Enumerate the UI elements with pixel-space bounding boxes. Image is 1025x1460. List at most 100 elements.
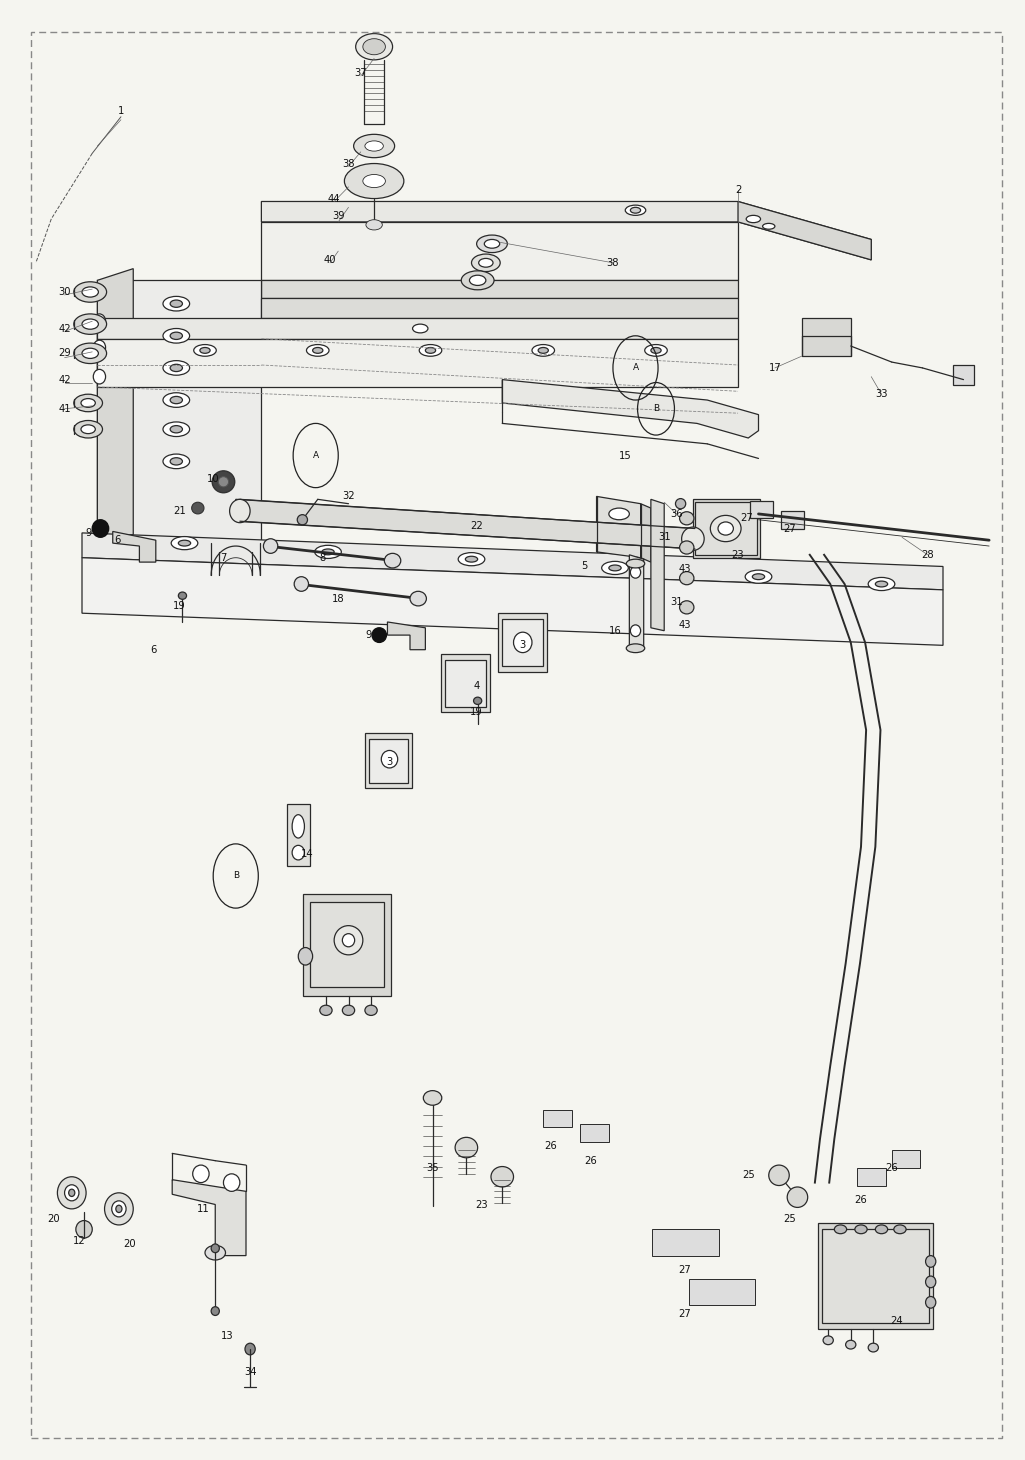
Ellipse shape [532,345,555,356]
Ellipse shape [718,521,733,536]
Bar [822,1229,929,1323]
Ellipse shape [263,539,278,553]
Bar [693,499,760,558]
Ellipse shape [538,347,548,353]
Polygon shape [261,222,738,280]
Text: 30: 30 [58,288,71,296]
Bar [543,1110,572,1127]
Polygon shape [261,298,738,318]
Ellipse shape [178,540,191,546]
Bar [750,501,773,518]
Ellipse shape [626,559,645,568]
Ellipse shape [74,343,107,364]
Ellipse shape [192,502,204,514]
Ellipse shape [630,207,641,213]
Text: 44: 44 [328,194,340,203]
Text: 32: 32 [342,492,355,501]
Ellipse shape [82,349,98,358]
Text: 33: 33 [875,390,888,399]
Text: 24: 24 [891,1317,903,1326]
Ellipse shape [423,1091,442,1105]
Text: B: B [653,404,659,413]
Ellipse shape [356,34,393,60]
Polygon shape [387,622,425,650]
Ellipse shape [313,347,323,353]
Ellipse shape [651,347,661,353]
Ellipse shape [855,1225,867,1234]
Ellipse shape [926,1276,936,1288]
Ellipse shape [834,1225,847,1234]
Polygon shape [261,280,738,298]
Polygon shape [641,504,651,562]
Polygon shape [172,1180,246,1256]
Text: 22: 22 [470,521,483,530]
Bar [695,502,757,555]
Ellipse shape [81,425,95,434]
Ellipse shape [245,1343,255,1355]
Ellipse shape [170,457,182,464]
Ellipse shape [823,1336,833,1345]
Ellipse shape [363,175,385,187]
Text: 16: 16 [609,626,621,635]
Ellipse shape [212,470,235,493]
Polygon shape [97,339,738,387]
Text: 19: 19 [470,708,483,717]
Ellipse shape [211,1244,219,1253]
Text: 25: 25 [742,1171,754,1180]
Ellipse shape [425,347,436,353]
Ellipse shape [680,511,694,526]
Polygon shape [97,280,261,546]
Ellipse shape [65,1186,79,1200]
Ellipse shape [461,272,494,289]
Ellipse shape [297,514,308,526]
Bar [287,804,310,866]
Ellipse shape [675,498,686,508]
Ellipse shape [602,561,628,575]
Ellipse shape [342,1004,355,1016]
Ellipse shape [366,220,382,229]
Ellipse shape [419,345,442,356]
Ellipse shape [868,1343,878,1352]
Polygon shape [651,499,664,631]
Text: A: A [313,451,319,460]
Bar [953,365,974,385]
Text: 9: 9 [85,529,91,537]
Polygon shape [113,531,156,562]
Ellipse shape [763,223,775,229]
Text: 20: 20 [123,1240,135,1248]
Ellipse shape [57,1177,86,1209]
Ellipse shape [354,134,395,158]
Text: 15: 15 [619,451,631,460]
Text: 36: 36 [670,510,683,518]
Ellipse shape [875,581,888,587]
Ellipse shape [342,934,355,948]
Ellipse shape [218,476,229,488]
Polygon shape [261,201,871,260]
Ellipse shape [365,142,383,150]
Bar [781,511,804,529]
Ellipse shape [82,320,98,328]
Ellipse shape [194,345,216,356]
Polygon shape [629,555,644,650]
Ellipse shape [292,845,304,860]
Bar [652,1229,719,1256]
Ellipse shape [680,540,694,555]
Ellipse shape [514,632,532,653]
Text: 26: 26 [584,1156,597,1165]
Ellipse shape [81,399,95,407]
Ellipse shape [93,314,106,328]
Ellipse shape [205,1245,226,1260]
Text: 25: 25 [783,1215,795,1223]
Ellipse shape [170,364,182,372]
Text: 4: 4 [474,682,480,691]
Ellipse shape [315,545,341,559]
Text: 27: 27 [783,524,795,533]
Text: 9: 9 [366,631,372,639]
Text: 5: 5 [581,562,587,571]
Ellipse shape [294,577,309,591]
Ellipse shape [363,39,385,54]
Ellipse shape [74,420,102,438]
Ellipse shape [69,1188,75,1197]
Bar [445,660,486,707]
Polygon shape [502,380,758,438]
